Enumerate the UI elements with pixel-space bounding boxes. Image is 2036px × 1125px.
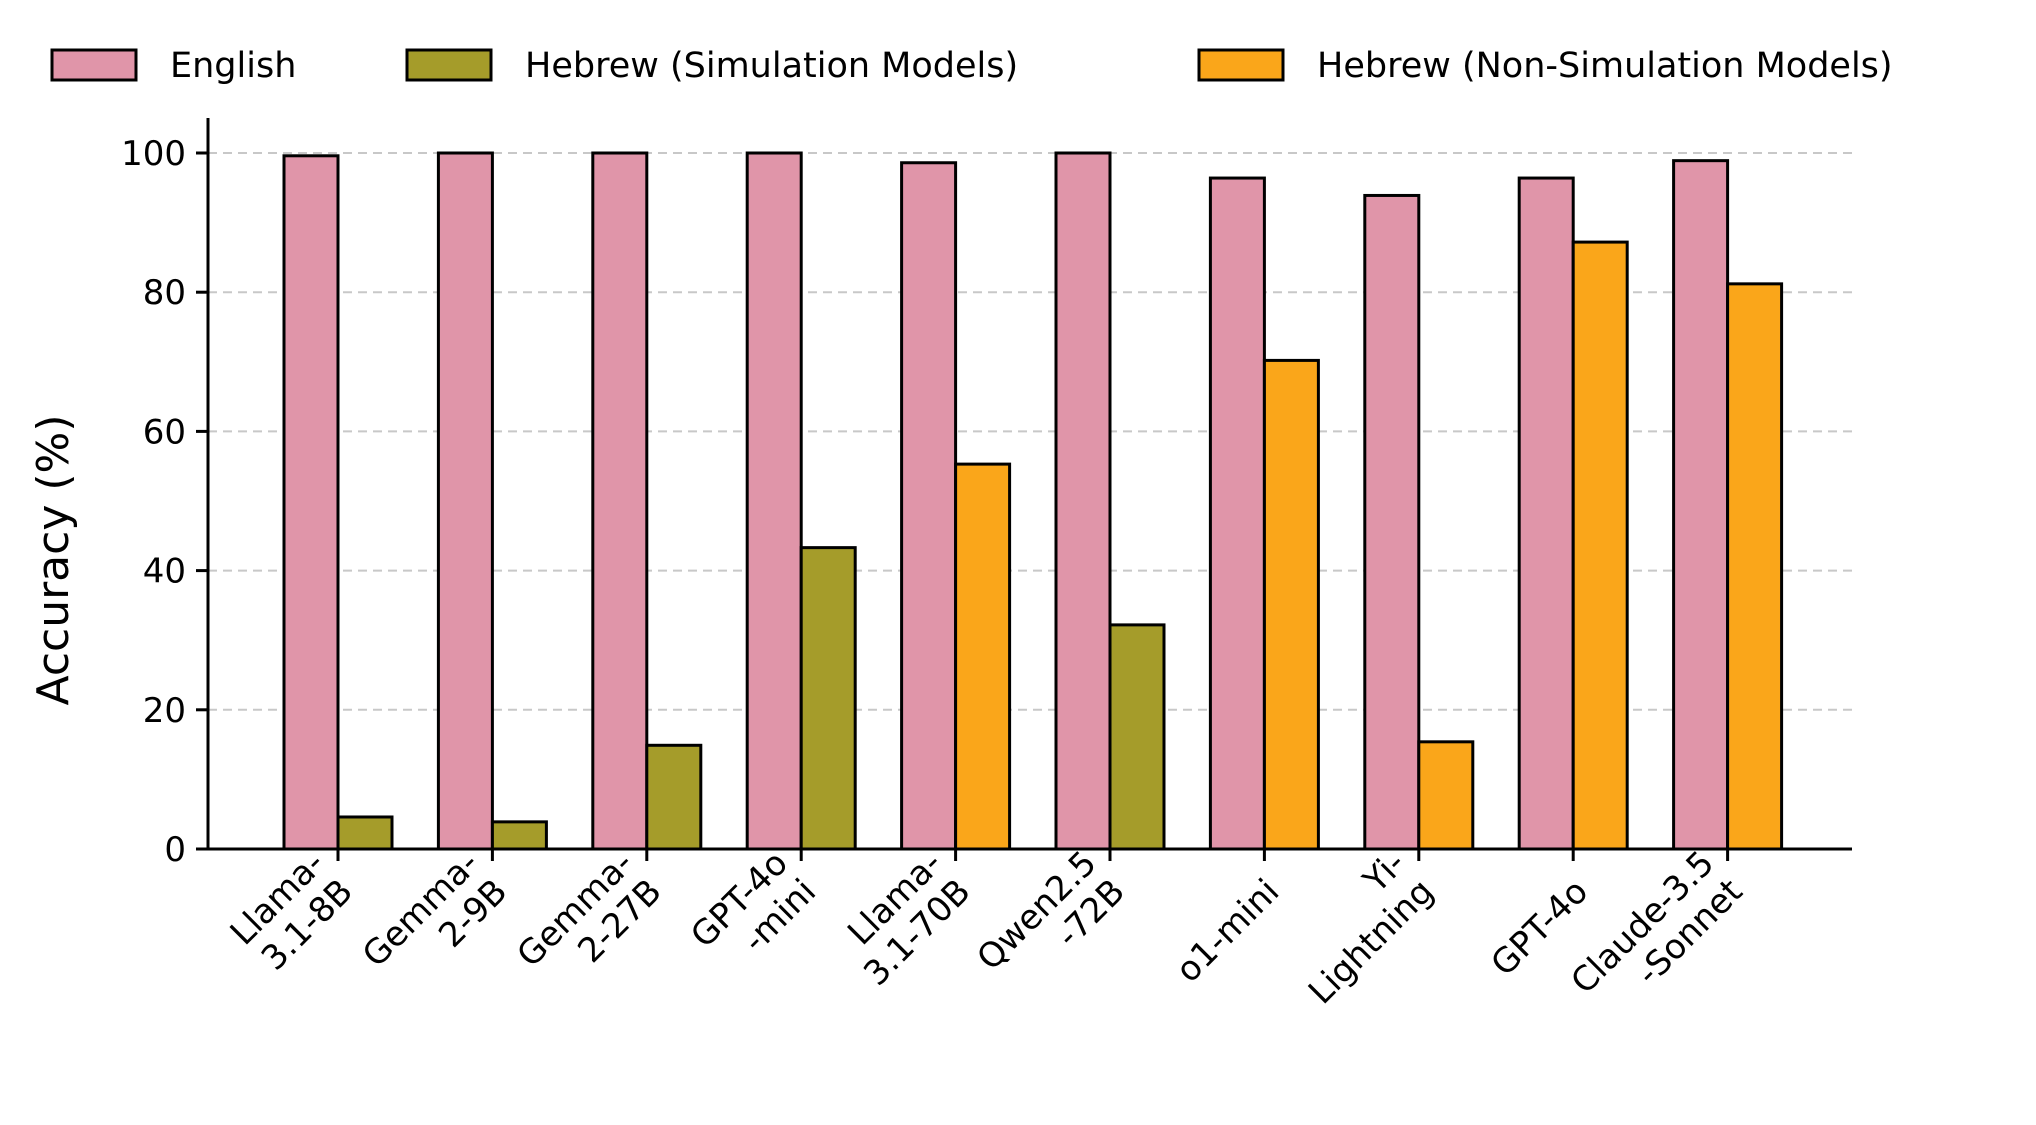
bar-english-2: [591, 151, 649, 851]
x-tick-label-6-line-0: o1-mini: [1168, 872, 1287, 991]
x-tick-label-9: Claude-3.5-Sonnet: [1563, 843, 1750, 1002]
bar-hebrew-0: [336, 815, 394, 851]
y-tick-label-40: 40: [143, 552, 186, 592]
x-tick-label-7: Yi-Lightning: [1301, 843, 1442, 1013]
x-tick-label-0: Llama-3.1-8B: [223, 843, 361, 978]
axes: [206, 118, 1852, 851]
x-tick-label-3: GPT-4o-mini: [683, 843, 824, 960]
bar-english-4: [900, 161, 958, 851]
x-tick-label-6: o1-mini: [1168, 872, 1287, 991]
bar-english-8: [1517, 176, 1575, 851]
bar-hebrew-7: [1417, 740, 1475, 851]
x-tick-label-4: Llama-3.1-70B: [840, 843, 978, 994]
y-tick-label-100: 100: [121, 134, 186, 174]
bar-hebrew-4: [954, 462, 1012, 851]
y-tick-label-0: 0: [164, 830, 186, 870]
bar-english-9: [1672, 159, 1730, 851]
x-tick-label-2: Gemma-2-27B: [509, 843, 669, 975]
legend-swatch-2: [1197, 48, 1285, 82]
legend-label-1: Hebrew (Simulation Models): [525, 46, 1018, 86]
bar-english-0: [282, 154, 340, 851]
y-axis-ticks: 0 20 40 60 80 100: [121, 134, 208, 870]
bar-hebrew-2: [645, 743, 703, 851]
x-tick-label-1: Gemma-2-9B: [355, 843, 515, 975]
bar-hebrew-5: [1108, 623, 1166, 851]
bar-hebrew-3: [799, 546, 857, 851]
bar-english-1: [436, 151, 494, 851]
bar-hebrew-1: [490, 820, 548, 851]
legend-label-0: English: [170, 46, 296, 86]
bar-hebrew-8: [1571, 240, 1629, 851]
bar-hebrew-6: [1262, 358, 1320, 851]
bar-english-3: [745, 151, 803, 851]
x-tick-label-5: Qwen2.5-72B: [969, 843, 1132, 978]
x-tick-label-7-line-1: Lightning: [1301, 872, 1442, 1013]
legend-swatch-0: [50, 48, 138, 82]
legend: English Hebrew (Simulation Models) Hebrew …: [50, 46, 1893, 86]
y-axis-title: Accuracy (%): [28, 414, 79, 705]
bar-hebrew-9: [1726, 282, 1784, 851]
bar-english-7: [1363, 193, 1421, 851]
legend-swatch-1: [405, 48, 493, 82]
legend-label-2: Hebrew (Non-Simulation Models): [1317, 46, 1893, 86]
y-tick-label-80: 80: [143, 273, 186, 313]
y-tick-label-20: 20: [143, 691, 186, 731]
bar-english-5: [1054, 151, 1112, 851]
y-tick-label-60: 60: [143, 412, 186, 452]
bars: [282, 151, 1784, 851]
bar-english-6: [1208, 176, 1266, 851]
